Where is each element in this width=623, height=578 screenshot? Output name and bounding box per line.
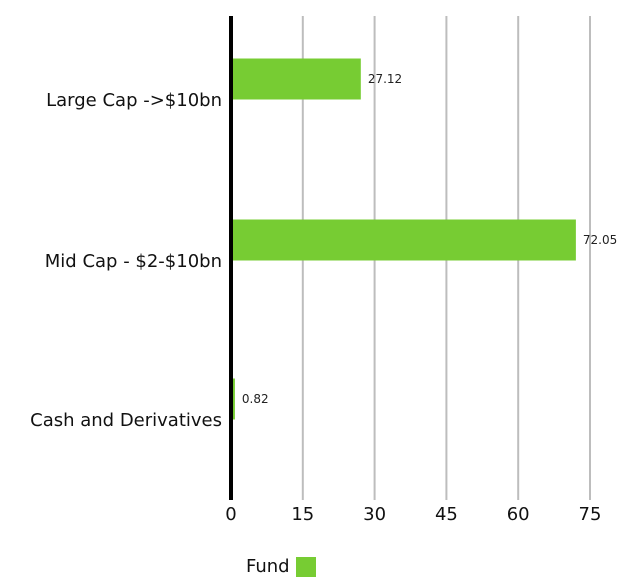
x-tick-label: 30 — [363, 504, 386, 525]
bar — [231, 219, 576, 261]
x-tick-label: 45 — [435, 504, 458, 525]
x-tick-label: 0 — [225, 504, 236, 525]
x-tick-labels: 0 15 30 45 60 75 — [225, 504, 601, 525]
x-tick-label: 15 — [291, 504, 314, 525]
legend: Fund — [246, 556, 316, 578]
legend-label: Fund — [246, 556, 290, 577]
bar-value-label: 72.05 — [583, 233, 617, 247]
bar-value-label: 27.12 — [368, 72, 402, 86]
data-labels: 27.12 72.05 0.82 — [242, 72, 617, 406]
x-tick-label: 60 — [507, 504, 530, 525]
category-label: Large Cap ->$10bn — [46, 90, 222, 111]
category-label: Cash and Derivatives — [30, 410, 222, 431]
bar-value-label: 0.82 — [242, 392, 269, 406]
legend-swatch — [295, 557, 316, 577]
category-label: Mid Cap - $2-$10bn — [45, 251, 222, 272]
bar — [231, 58, 361, 100]
bars — [231, 58, 576, 420]
category-labels: Large Cap ->$10bn Mid Cap - $2-$10bn Cash … — [30, 90, 222, 431]
x-tick-label: 75 — [579, 504, 602, 525]
